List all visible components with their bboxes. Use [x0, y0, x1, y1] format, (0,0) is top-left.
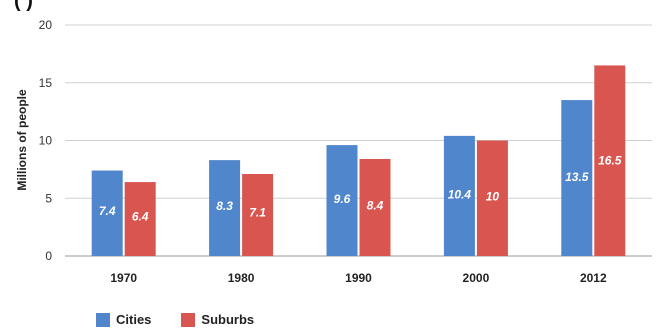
- gridlines: [65, 24, 652, 257]
- data-label-cities-1970: 7.4: [99, 204, 116, 218]
- bar-suburbs-1990: [359, 158, 391, 256]
- x-tick-label-2012: 2012: [580, 271, 607, 285]
- bar-cities-2012: [561, 100, 593, 256]
- bar-chart: 0 5 10 15 20 Millions of people 7.4 6.4 8.3 7.1…: [15, 18, 652, 285]
- data-label-suburbs-1990: 8.4: [367, 198, 384, 212]
- data-label-cities-2012: 13.5: [565, 170, 589, 184]
- legend-item-suburbs: Suburbs: [181, 312, 254, 327]
- bars: 7.4 6.4 8.3 7.1 9.6 8.4 10.4 10 13.5 16.5: [91, 65, 626, 256]
- bar-cities-2000: [443, 135, 475, 256]
- legend-label-cities: Cities: [116, 312, 152, 327]
- legend-item-cities: Cities: [96, 312, 151, 327]
- data-label-cities-1980: 8.3: [216, 199, 233, 213]
- legend-label-suburbs: Suburbs: [201, 312, 255, 327]
- data-label-suburbs-1970: 6.4: [132, 210, 149, 224]
- y-tick-label-15: 15: [39, 76, 53, 90]
- x-axis-ticks: 1970 1980 1990 2000 2012: [110, 271, 607, 285]
- data-label-cities-2000: 10.4: [448, 187, 472, 201]
- data-label-cities-1990: 9.6: [334, 192, 351, 206]
- x-tick-label-1990: 1990: [345, 271, 372, 285]
- x-tick-label-2000: 2000: [463, 271, 490, 285]
- bar-cities-1990: [326, 145, 358, 256]
- bar-cities-1970: [91, 170, 123, 256]
- legend-swatch-cities: [96, 312, 110, 327]
- y-tick-label-10: 10: [39, 134, 53, 148]
- legend: Cities Suburbs: [96, 312, 254, 327]
- bar-suburbs-2000: [476, 140, 508, 256]
- data-label-suburbs-1980: 7.1: [249, 206, 266, 220]
- y-axis-label: Millions of people: [15, 89, 29, 191]
- bar-cities-1980: [209, 160, 241, 256]
- x-tick-label-1970: 1970: [110, 271, 137, 285]
- x-tick-label-1980: 1980: [228, 271, 255, 285]
- bar-suburbs-1970: [124, 182, 156, 256]
- legend-swatch-suburbs: [181, 312, 196, 327]
- y-tick-label-5: 5: [45, 191, 52, 205]
- bar-suburbs-1980: [242, 173, 274, 256]
- data-label-suburbs-2000: 10: [486, 190, 500, 204]
- y-tick-label-20: 20: [39, 18, 53, 32]
- y-tick-label-0: 0: [45, 249, 52, 263]
- clipped-chart-title: ( ): [14, 0, 33, 12]
- y-axis-ticks: 0 5 10 15 20: [39, 18, 53, 263]
- bar-suburbs-2012: [594, 65, 626, 256]
- data-label-suburbs-2012: 16.5: [598, 154, 622, 168]
